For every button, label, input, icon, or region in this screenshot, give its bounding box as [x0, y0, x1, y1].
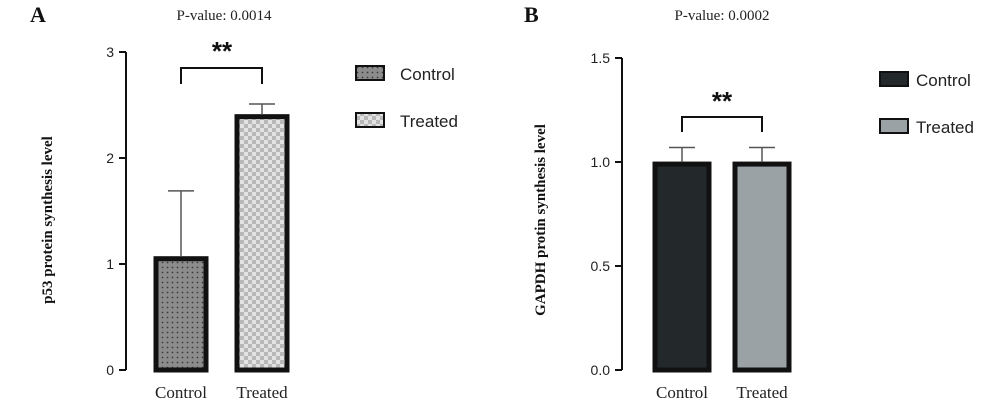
panel-b-category-label: Control — [656, 383, 708, 402]
panel-a-letter: A — [30, 2, 46, 27]
panel-a-y-tick-label: 3 — [106, 44, 114, 60]
panel-a-legend-swatch-treated — [355, 112, 385, 128]
panel-a-legend: Control Treated — [355, 65, 458, 131]
panel-b-y-tick-label: 1.5 — [591, 50, 611, 66]
panel-a-legend-label-control: Control — [400, 65, 455, 84]
panel-a-significance-label: ** — [212, 36, 233, 66]
panel-b-bar-treated — [732, 161, 792, 373]
panel-a-legend-swatch-control — [355, 65, 385, 81]
panel-b-legend-swatch-treated — [879, 118, 909, 134]
panel-b-legend-label-control: Control — [916, 71, 971, 90]
panel-a-y-tick-label: 0 — [106, 362, 114, 378]
panel-b-y-tick-label: 0.5 — [591, 258, 611, 274]
panel-b-categories: Control Treated — [656, 383, 788, 402]
panel-a-legend-label-treated: Treated — [400, 112, 458, 131]
panel-b-legend-swatch-control — [879, 71, 909, 87]
panel-b-legend: Control Treated — [879, 71, 974, 137]
panel-b-significance-label: ** — [712, 86, 733, 116]
panel-a-bar-treated — [234, 114, 290, 373]
panel-b-legend-label-treated: Treated — [916, 118, 974, 137]
panel-a-axes: 0 1 2 3 — [106, 44, 127, 378]
panel-b-significance-bracket — [681, 116, 763, 132]
panel-a-significance: ** — [180, 36, 263, 84]
panel-b-letter: B — [524, 2, 539, 27]
panel-b-axes: 0.0 0.5 1.0 1.5 — [591, 50, 623, 378]
panel-a-title: P-value: 0.0014 — [177, 8, 272, 24]
panel-b-y-tick-label: 0.0 — [591, 362, 611, 378]
panel-a-bars — [153, 103, 290, 373]
panel-a-significance-bracket — [180, 67, 263, 84]
panel-b-title: P-value: 0.0002 — [675, 8, 770, 24]
panel-a-y-tick-label: 2 — [106, 150, 114, 166]
panel-b-bar-control — [652, 161, 712, 373]
panel-a-bar-control — [153, 256, 209, 373]
panel-b-significance: ** — [681, 86, 763, 132]
panel-b-ylabel: GAPDH protin synthesis level — [533, 124, 549, 316]
panel-a-category-label: Treated — [236, 383, 288, 402]
panel-a-categories: Control Treated — [155, 383, 288, 402]
panel-b-y-tick-label: 1.0 — [591, 154, 611, 170]
panel-a: A P-value: 0.0014 p53 protein synthesis … — [30, 2, 458, 402]
panel-a-category-label: Control — [155, 383, 207, 402]
panel-a-y-tick-label: 1 — [106, 256, 114, 272]
panel-b: B P-value: 0.0002 GAPDH protin synthesis… — [524, 2, 974, 402]
panel-b-bars — [652, 146, 792, 373]
panel-b-category-label: Treated — [736, 383, 788, 402]
panel-a-ylabel: p53 protein synthesis level — [40, 136, 56, 304]
